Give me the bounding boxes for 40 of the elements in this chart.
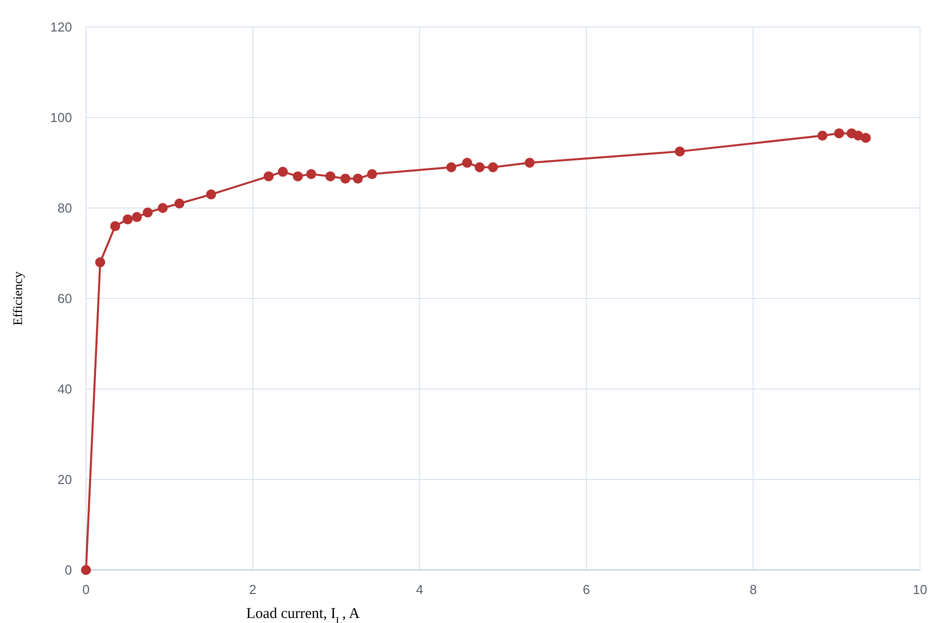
point: [340, 174, 350, 184]
point: [206, 189, 216, 200]
y-axis-title: Efficiency: [10, 271, 25, 326]
point: [132, 212, 142, 222]
point: [367, 169, 378, 180]
point: [142, 208, 153, 218]
point: [834, 128, 844, 138]
x-tick-label: 8: [750, 582, 757, 597]
point: [95, 257, 106, 268]
y-tick-label: 80: [58, 200, 72, 216]
y-tick-label: 60: [58, 291, 72, 306]
point: [158, 203, 168, 213]
x-tick-label: 4: [416, 582, 424, 597]
point: [278, 166, 288, 177]
point: [488, 162, 498, 172]
point: [474, 162, 485, 172]
x-tick-label: 10: [912, 582, 928, 597]
x-tick-label: 2: [249, 582, 256, 597]
x-tick-label: 6: [582, 582, 590, 597]
point: [817, 130, 828, 141]
point: [292, 171, 303, 182]
x-tick-label: 0: [82, 582, 90, 597]
point: [860, 132, 871, 143]
y-tick-label: 100: [50, 110, 72, 126]
point: [81, 565, 91, 575]
y-tick-label: 0: [64, 562, 72, 578]
point: [174, 198, 184, 208]
point: [264, 171, 274, 182]
point: [462, 158, 472, 168]
y-tick-label: 40: [58, 382, 72, 397]
y-tick-label: 20: [58, 472, 72, 488]
point: [306, 169, 316, 180]
point: [122, 214, 133, 224]
point: [352, 174, 363, 184]
point: [325, 171, 336, 182]
point: [446, 162, 456, 172]
point: [674, 146, 685, 156]
y-tick-label: 120: [50, 20, 72, 35]
point: [110, 221, 120, 232]
point: [524, 158, 535, 168]
